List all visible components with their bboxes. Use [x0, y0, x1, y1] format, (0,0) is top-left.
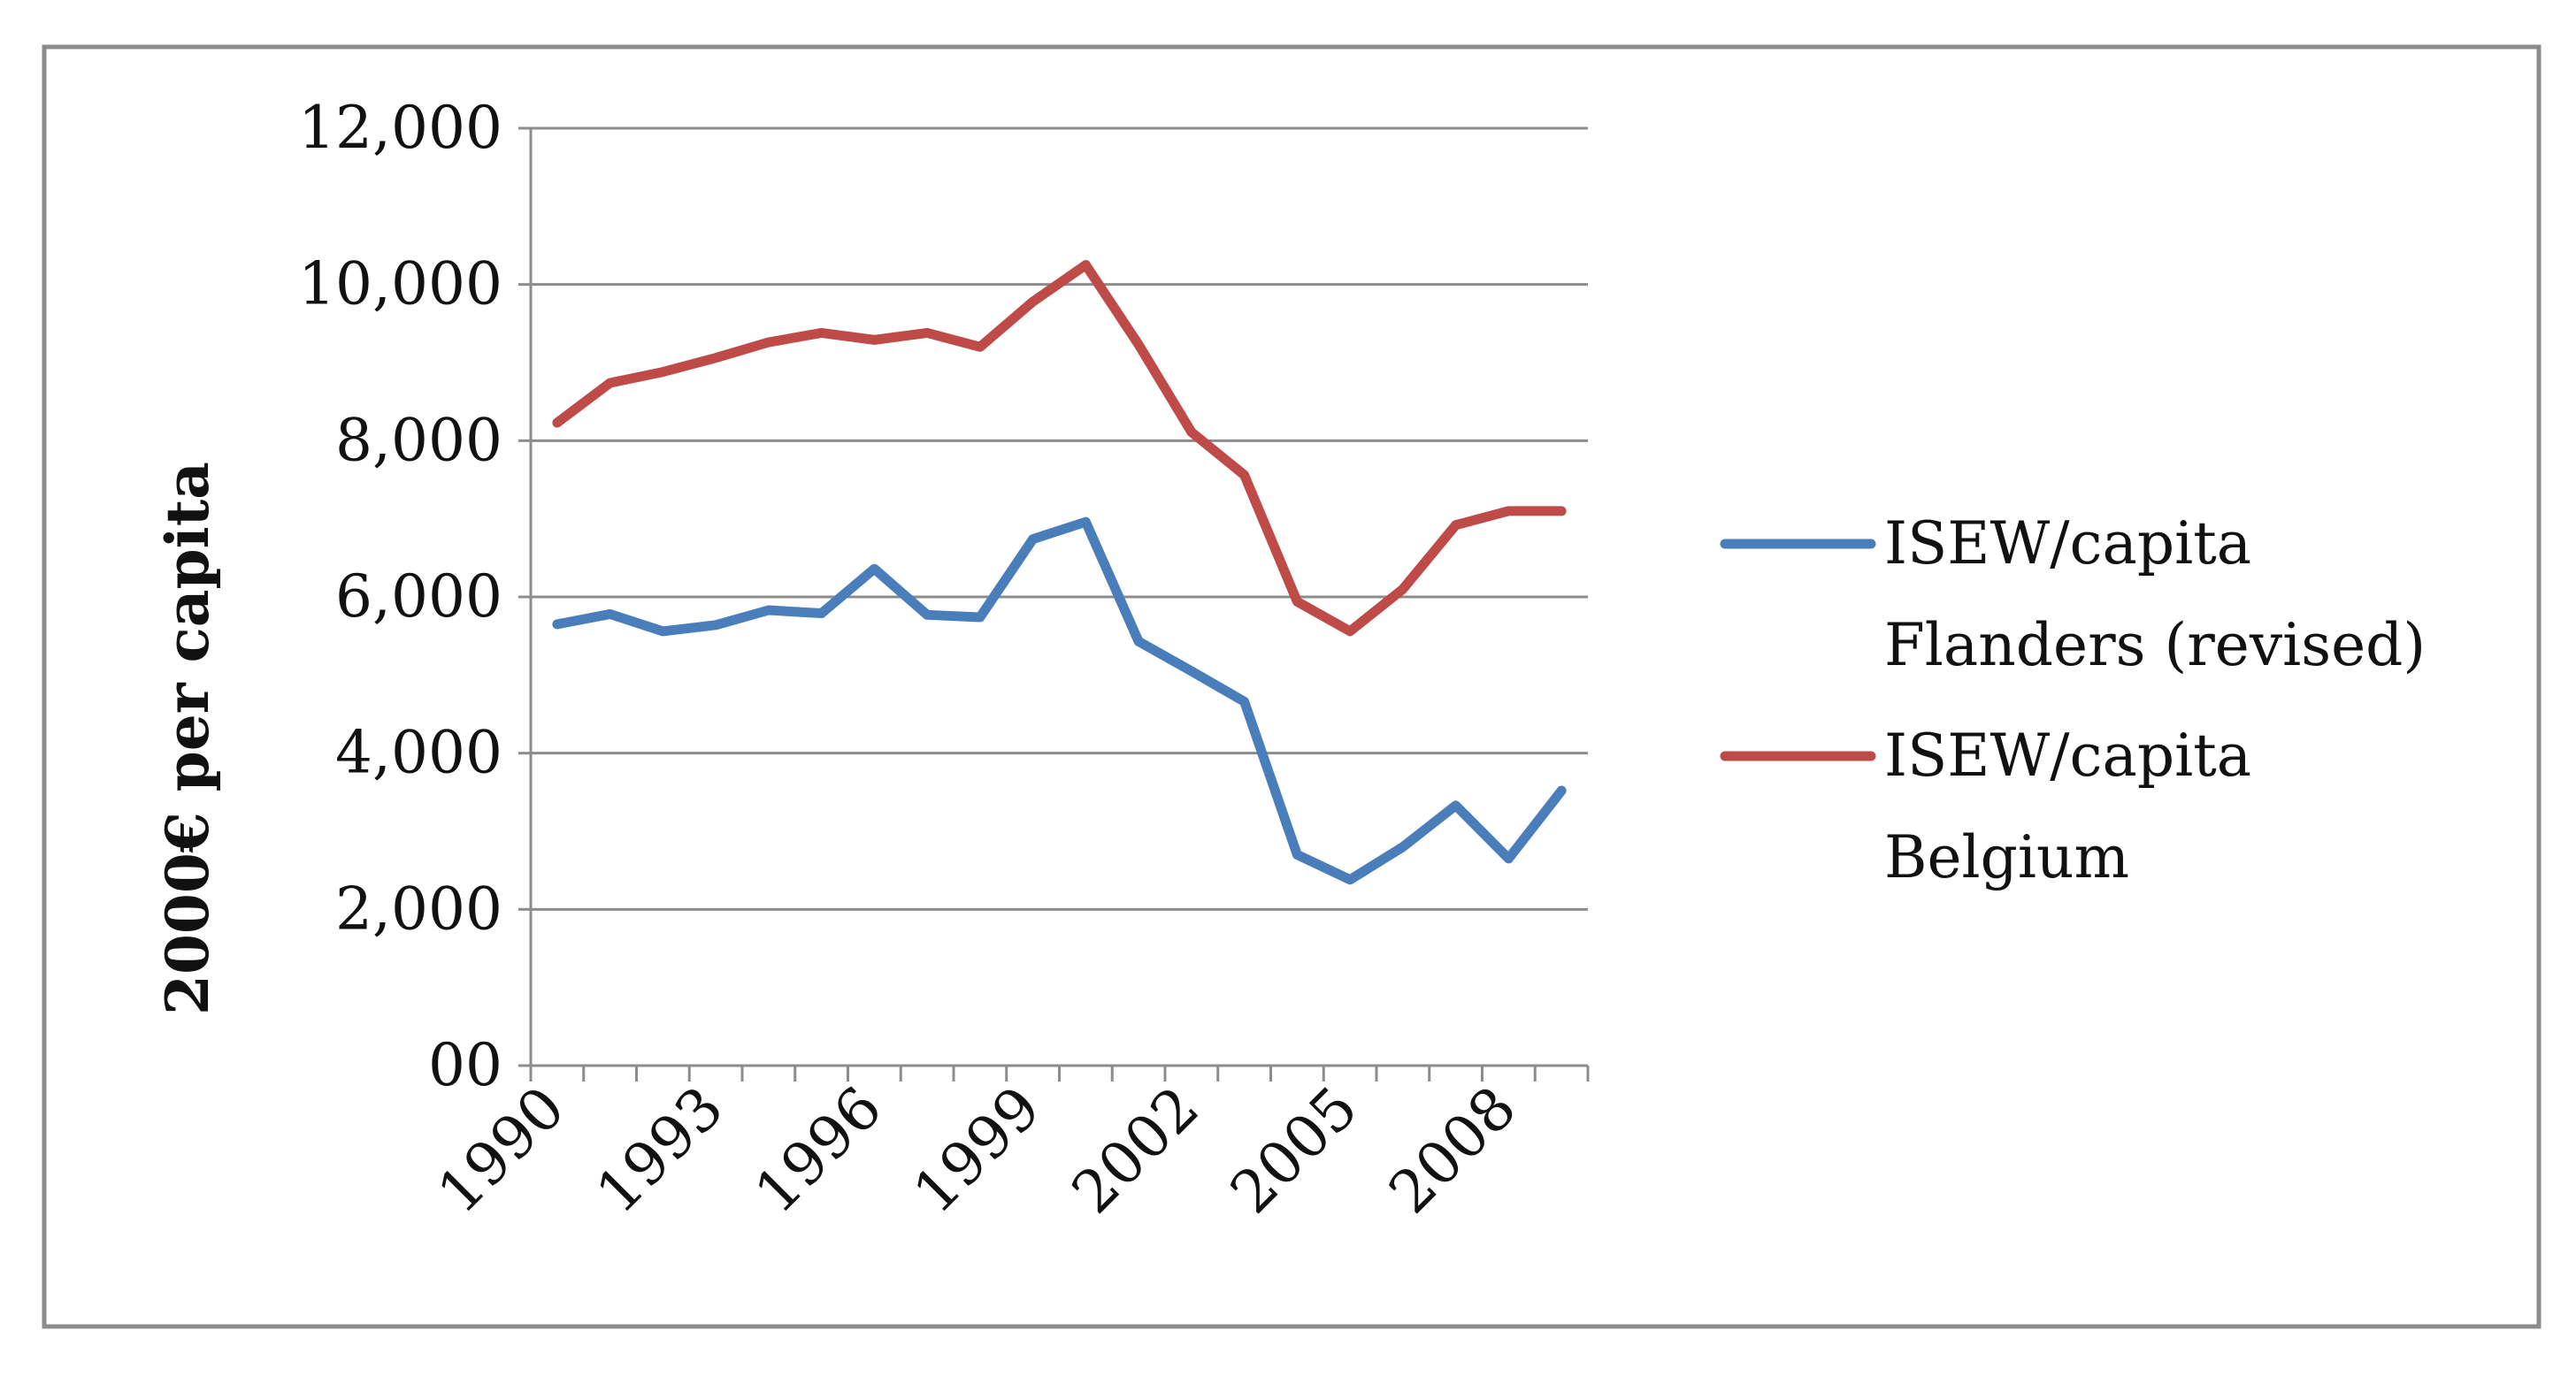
legend-label: Flanders (revised): [1884, 611, 2426, 679]
y-tick-label: 6,000: [335, 562, 502, 631]
y-tick-label: 12,000: [298, 94, 502, 162]
legend: ISEW/capita Flanders (revised) ISEW/capita…: [1720, 509, 2426, 891]
series-lines: [552, 260, 1567, 885]
axes: [518, 126, 1590, 1082]
y-tick-labels: 00 2,000 4,000 6,000 8,000 10,000 12,000: [298, 94, 502, 1099]
series-line-flanders: [552, 516, 1567, 885]
y-tick-label: 4,000: [335, 719, 502, 787]
y-axis-title: 2000€ per capita: [153, 462, 222, 1015]
legend-label: ISEW/capita: [1884, 509, 2251, 577]
y-tick-label: 8,000: [335, 406, 502, 474]
y-tick-label: 10,000: [298, 250, 502, 318]
legend-label: ISEW/capita: [1884, 722, 2251, 790]
chart-frame: [42, 44, 2542, 1329]
series-line-belgium: [552, 260, 1567, 637]
y-tick-label: 2,000: [335, 875, 502, 943]
legend-label: Belgium: [1884, 823, 2129, 891]
y-tick-label: 00: [428, 1031, 502, 1099]
